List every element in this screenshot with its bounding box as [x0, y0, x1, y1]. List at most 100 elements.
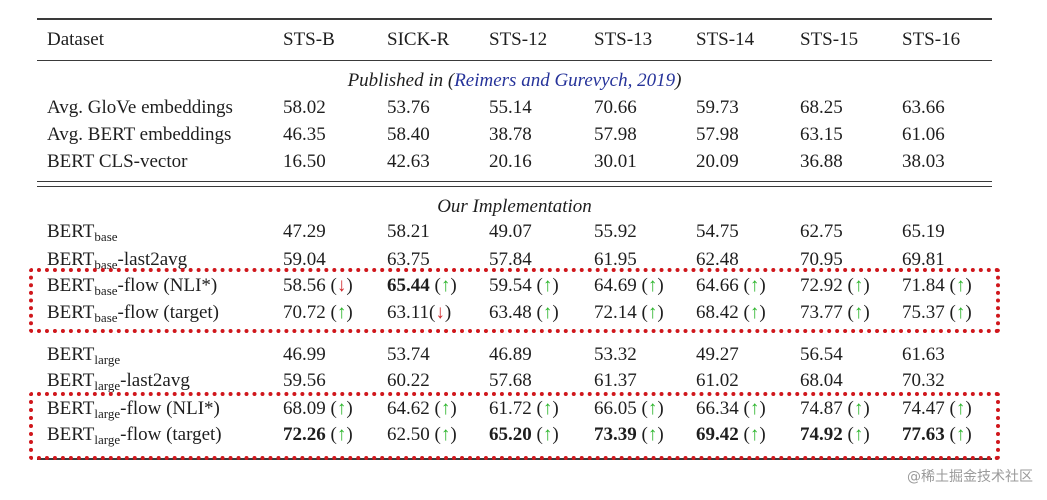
highlight-box-large-flow — [29, 392, 1000, 460]
model-variant: -flow (NLI*) — [117, 275, 218, 296]
arrow-up-icon: ↑ — [440, 398, 451, 419]
paren-close: ) — [450, 275, 457, 296]
header-rule — [37, 60, 992, 61]
table-cell: 68.09 (↑) — [283, 398, 353, 420]
paren-close: ) — [759, 424, 766, 445]
arrow-up-icon: ↑ — [647, 302, 658, 323]
table-cell: 59.54 (↑) — [489, 275, 559, 297]
table-cell: 53.32 — [594, 344, 637, 366]
score-value: 46.89 — [489, 344, 532, 365]
paren-close: ) — [965, 302, 972, 323]
table-cell: 72.26 (↑) — [283, 424, 353, 446]
table-cell: 61.95 — [594, 249, 637, 271]
model-name: BERT — [47, 344, 95, 365]
score-value: 53.32 — [594, 344, 637, 365]
score-value: 63.48 — [489, 302, 532, 323]
table-cell: 60.22 — [387, 370, 430, 392]
arrow-up-icon: ↑ — [853, 424, 864, 445]
header-sts-13: STS-13 — [594, 29, 653, 50]
section-double-rule-top — [37, 181, 992, 182]
arrow-up-icon: ↑ — [336, 398, 347, 419]
paren-open: ( — [325, 302, 337, 323]
table-cell: 57.84 — [489, 249, 532, 271]
table-cell: 63.75 — [387, 249, 430, 271]
model-size-subscript: base — [94, 229, 118, 244]
score-value: 72.92 — [800, 275, 843, 296]
table-cell: 61.02 — [696, 370, 739, 392]
table-cell: 72.14 (↑) — [594, 302, 664, 324]
score-value: 62.50 — [387, 424, 430, 445]
table-cell: 57.68 — [489, 370, 532, 392]
table-cell: 62.48 — [696, 249, 739, 271]
table-cell: 69.42 (↑) — [696, 424, 766, 446]
table-cell: 64.66 (↑) — [696, 275, 766, 297]
table-cell: 61.06 — [902, 124, 945, 145]
paren-open: ( — [944, 302, 956, 323]
paren-open: ( — [944, 398, 956, 419]
arrow-up-icon: ↑ — [955, 398, 966, 419]
arrow-up-icon: ↑ — [336, 424, 347, 445]
table-cell: 69.81 — [902, 249, 945, 271]
paren-close: ) — [657, 302, 664, 323]
table-cell: 53.74 — [387, 344, 430, 366]
score-value: 65.20 — [489, 424, 532, 445]
header-sts-14: STS-14 — [696, 29, 755, 50]
paren-close: ) — [552, 424, 559, 445]
paren-open: ( — [531, 424, 543, 445]
arrow-up-icon: ↑ — [853, 302, 864, 323]
header-sts-15: STS-15 — [800, 29, 859, 50]
table-cell: 46.89 — [489, 344, 532, 366]
score-value: 54.75 — [696, 221, 739, 242]
paren-open: ( — [842, 275, 854, 296]
paren-open: ( — [636, 424, 648, 445]
paren-close: ) — [965, 424, 972, 445]
section-double-rule-bottom — [37, 186, 992, 187]
citation-link[interactable]: Reimers and Gurevych, 2019 — [454, 70, 676, 91]
row-label: BERTbase-flow (target) — [47, 302, 219, 324]
row-label: BERT CLS-vector — [47, 151, 188, 172]
arrow-up-icon: ↑ — [955, 302, 966, 323]
paren-open: ( — [636, 275, 648, 296]
header-sts-16: STS-16 — [902, 29, 961, 50]
score-value: 59.54 — [489, 275, 532, 296]
model-name: BERT — [47, 221, 95, 242]
table-cell: 55.14 — [489, 97, 532, 118]
paren-open: ( — [738, 398, 750, 419]
arrow-up-icon: ↑ — [647, 398, 658, 419]
score-value: 61.02 — [696, 370, 739, 391]
table-cell: 46.35 — [283, 124, 326, 145]
arrow-up-icon: ↑ — [542, 275, 553, 296]
arrow-up-icon: ↑ — [440, 275, 451, 296]
arrow-up-icon: ↑ — [749, 302, 760, 323]
paren-open: ( — [429, 424, 441, 445]
model-size-subscript: large — [94, 432, 121, 447]
row-label: BERTlarge-flow (target) — [47, 424, 222, 446]
table-cell: 73.39 (↑) — [594, 424, 664, 446]
arrow-up-icon: ↑ — [647, 275, 658, 296]
score-value: 46.99 — [283, 344, 326, 365]
score-value: 63.75 — [387, 249, 430, 270]
paren-open: ( — [325, 275, 337, 296]
arrow-up-icon: ↑ — [647, 424, 658, 445]
paren-close: ) — [657, 275, 664, 296]
arrow-up-icon: ↑ — [955, 275, 966, 296]
table-cell: 65.19 — [902, 221, 945, 243]
section-title-implementation: Our Implementation — [437, 196, 592, 217]
paren-open: ( — [842, 424, 854, 445]
score-value: 69.81 — [902, 249, 945, 270]
paren-open: ( — [636, 302, 648, 323]
paren-open: ( — [531, 398, 543, 419]
score-value: 61.63 — [902, 344, 945, 365]
model-name: BERT — [47, 275, 95, 296]
paren-close: ) — [346, 302, 353, 323]
model-name: BERT — [47, 424, 95, 445]
header-sts-12: STS-12 — [489, 29, 548, 50]
score-value: 72.14 — [594, 302, 637, 323]
table-cell: 58.21 — [387, 221, 430, 243]
table-cell: 77.63 (↑) — [902, 424, 972, 446]
arrow-up-icon: ↑ — [749, 398, 760, 419]
score-value: 70.95 — [800, 249, 843, 270]
paren-close: ) — [759, 275, 766, 296]
table-cell: 20.09 — [696, 151, 739, 172]
score-value: 69.42 — [696, 424, 739, 445]
